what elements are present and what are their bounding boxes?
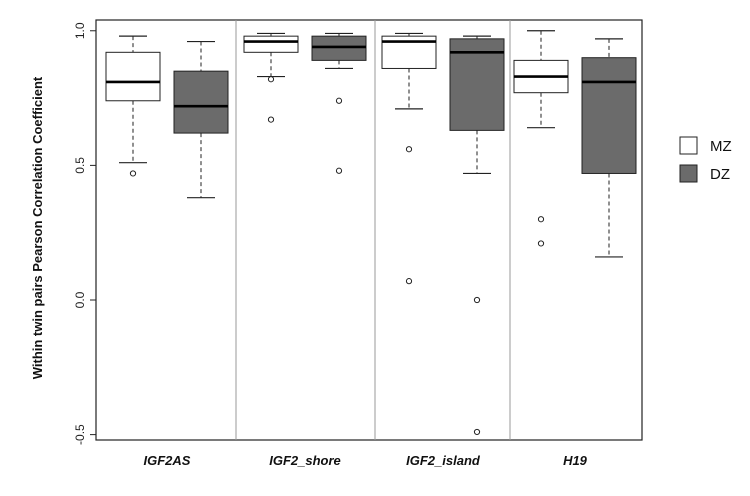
box-mz-igf2-shore: [243, 32, 299, 123]
box-dz-igf2-island: [449, 35, 505, 436]
outlier-point: [537, 216, 545, 223]
box-mz-h19: [513, 30, 569, 247]
box-series: [105, 30, 637, 436]
y-axis: -0.5 0.0 0.5 1.0: [73, 22, 96, 445]
box-dz-igf2-shore: [311, 32, 367, 174]
box-mz-igf2-island: [381, 32, 437, 285]
legend-swatch-mz: [679, 136, 698, 155]
outlier-point: [267, 76, 275, 83]
outlier-point: [405, 278, 413, 285]
legend: MZ DZ: [679, 136, 732, 183]
outlier-point: [335, 167, 343, 174]
x-category-label: IGF2_island: [406, 453, 481, 468]
legend-label-dz: DZ: [710, 166, 730, 183]
box-mz-igf2as: [105, 35, 161, 177]
outlier-point: [267, 116, 275, 123]
outlier-point: [405, 146, 413, 153]
y-tick-label: -0.5: [73, 424, 87, 445]
outlier-point: [537, 240, 545, 247]
outlier-point: [129, 170, 137, 177]
box-body: [173, 70, 229, 134]
box-body: [243, 35, 299, 53]
x-category-label: IGF2_shore: [269, 453, 341, 468]
box-body: [105, 51, 161, 102]
legend-swatch-dz: [679, 164, 698, 183]
y-tick-label: 1.0: [73, 22, 87, 39]
x-axis-labels: IGF2AS IGF2_shore IGF2_island H19: [144, 453, 588, 468]
outlier-point: [473, 428, 481, 436]
outlier-point: [473, 296, 481, 304]
box-dz-h19: [581, 38, 637, 258]
x-category-label: IGF2AS: [144, 453, 191, 468]
box-body: [449, 38, 505, 131]
outlier-point: [335, 97, 343, 104]
group-dividers: [235, 20, 511, 440]
box-body: [311, 35, 367, 61]
box-body: [581, 57, 637, 174]
y-tick-label: 0.5: [73, 157, 87, 174]
x-category-label: H19: [563, 453, 588, 468]
box-dz-igf2as: [173, 40, 229, 199]
y-axis-title: Within twin pairs Pearson Correlation Co…: [30, 76, 45, 379]
legend-label-mz: MZ: [710, 138, 732, 155]
y-tick-label: 0.0: [73, 291, 87, 308]
